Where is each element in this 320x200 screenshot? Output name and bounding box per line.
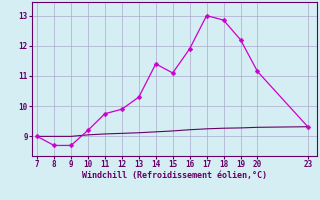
X-axis label: Windchill (Refroidissement éolien,°C): Windchill (Refroidissement éolien,°C): [82, 171, 267, 180]
